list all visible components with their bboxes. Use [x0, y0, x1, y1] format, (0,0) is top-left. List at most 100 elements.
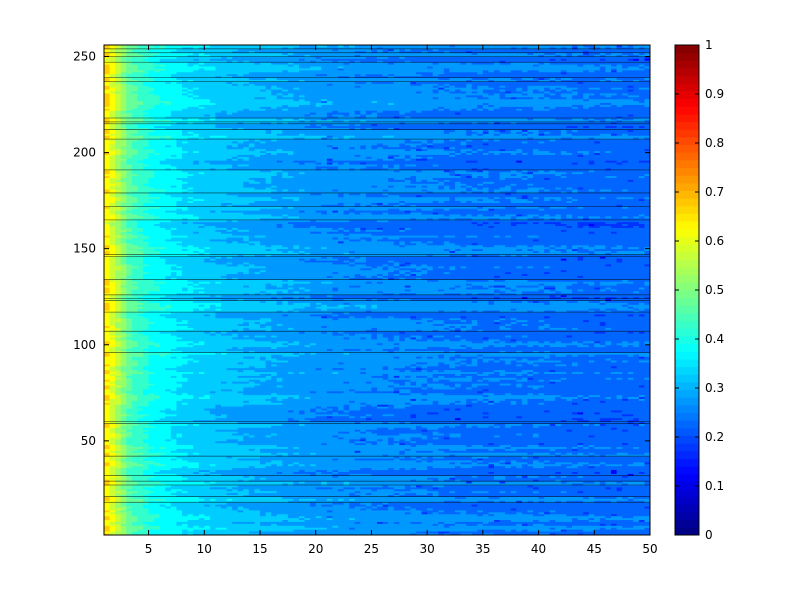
contour-band: [416, 273, 423, 276]
contour-band: [460, 373, 478, 376]
contour-band: [137, 173, 155, 177]
contour-band: [549, 289, 556, 292]
contour-band: [505, 360, 512, 363]
contour-band: [120, 421, 133, 424]
contour-band: [494, 279, 506, 282]
contour-band: [104, 175, 111, 178]
contour-band: [148, 177, 177, 180]
contour-band: [566, 200, 573, 203]
contour-band: [260, 523, 272, 526]
contour-band: [365, 192, 384, 196]
contour-band: [460, 533, 473, 535]
contour-band: [104, 227, 111, 230]
contour-band: [143, 252, 161, 255]
contour-band: [115, 175, 122, 178]
contour-band: [544, 379, 551, 382]
contour-row: [104, 181, 650, 184]
contour-band: [176, 523, 183, 526]
contour-band: [622, 260, 650, 263]
contour-band: [427, 185, 439, 188]
contour-band: [494, 500, 501, 503]
contour-band: [120, 385, 127, 388]
contour-band: [482, 394, 489, 398]
contour-band: [616, 283, 645, 286]
contour-band: [421, 194, 523, 198]
contour-band: [438, 400, 456, 403]
contour-band: [488, 398, 506, 401]
contour-band: [477, 167, 484, 171]
contour-band: [488, 337, 650, 340]
contour-band: [471, 283, 540, 286]
contour-band: [516, 475, 523, 478]
contour-band: [165, 189, 189, 192]
contour-row: [104, 442, 650, 446]
contour-band: [499, 217, 512, 221]
contour-band: [310, 225, 317, 228]
contour-band: [449, 198, 456, 202]
contour-band: [538, 479, 556, 482]
contour-band: [237, 485, 384, 488]
contour-band: [538, 444, 579, 448]
contour-band: [237, 508, 250, 511]
contour-band: [109, 210, 116, 213]
contour-band: [349, 481, 467, 484]
contour-band: [560, 250, 567, 253]
contour-band: [393, 508, 411, 511]
contour-band: [438, 494, 650, 497]
contour-band: [126, 448, 138, 451]
contour-band: [126, 265, 138, 269]
contour-band: [148, 429, 172, 432]
contour-band: [494, 285, 506, 288]
contour-band: [226, 413, 350, 417]
contour-band: [131, 171, 155, 175]
contour-band: [421, 273, 523, 276]
contour-band: [120, 310, 127, 313]
contour-band: [120, 221, 127, 225]
contour-band: [611, 340, 623, 344]
contour-band: [104, 452, 111, 455]
contour-band: [388, 237, 400, 240]
contour-band: [616, 308, 634, 311]
contour-band: [560, 529, 567, 532]
contour-band: [354, 492, 367, 496]
contour-band: [533, 369, 551, 373]
contour-band: [131, 477, 150, 480]
contour-band: [104, 427, 111, 430]
contour-band: [104, 202, 111, 205]
contour-band: [599, 296, 606, 300]
contour-band: [354, 154, 361, 157]
contour-band: [416, 413, 623, 417]
contour-band: [365, 438, 378, 442]
contour-band: [315, 342, 378, 346]
contour-band: [182, 241, 228, 244]
contour-band: [304, 463, 311, 467]
contour-band: [494, 435, 501, 438]
contour-band: [115, 352, 122, 355]
contour-band: [165, 294, 211, 298]
contour-band: [588, 394, 601, 398]
contour-band: [377, 442, 389, 446]
contour-band: [382, 212, 389, 215]
contour-band: [382, 333, 650, 336]
contour-band: [349, 167, 356, 171]
contour-band: [410, 271, 428, 275]
contour-band: [399, 450, 406, 453]
contour-band: [627, 223, 645, 227]
contour-band: [555, 214, 562, 217]
contour-band: [109, 231, 116, 234]
contour-band: [360, 502, 372, 505]
contour-band: [393, 438, 400, 442]
contour-band: [404, 179, 411, 182]
contour-band: [349, 431, 361, 434]
contour-band: [104, 440, 111, 444]
contour-band: [104, 481, 111, 484]
contour-band: [131, 492, 150, 496]
contour-band: [471, 189, 489, 192]
contour-band: [616, 513, 650, 517]
contour-band: [265, 329, 272, 332]
contour-band: [276, 223, 283, 227]
contour-band: [143, 265, 172, 269]
contour-band: [421, 356, 428, 359]
contour-row: [104, 150, 650, 154]
contour-band: [120, 513, 127, 517]
